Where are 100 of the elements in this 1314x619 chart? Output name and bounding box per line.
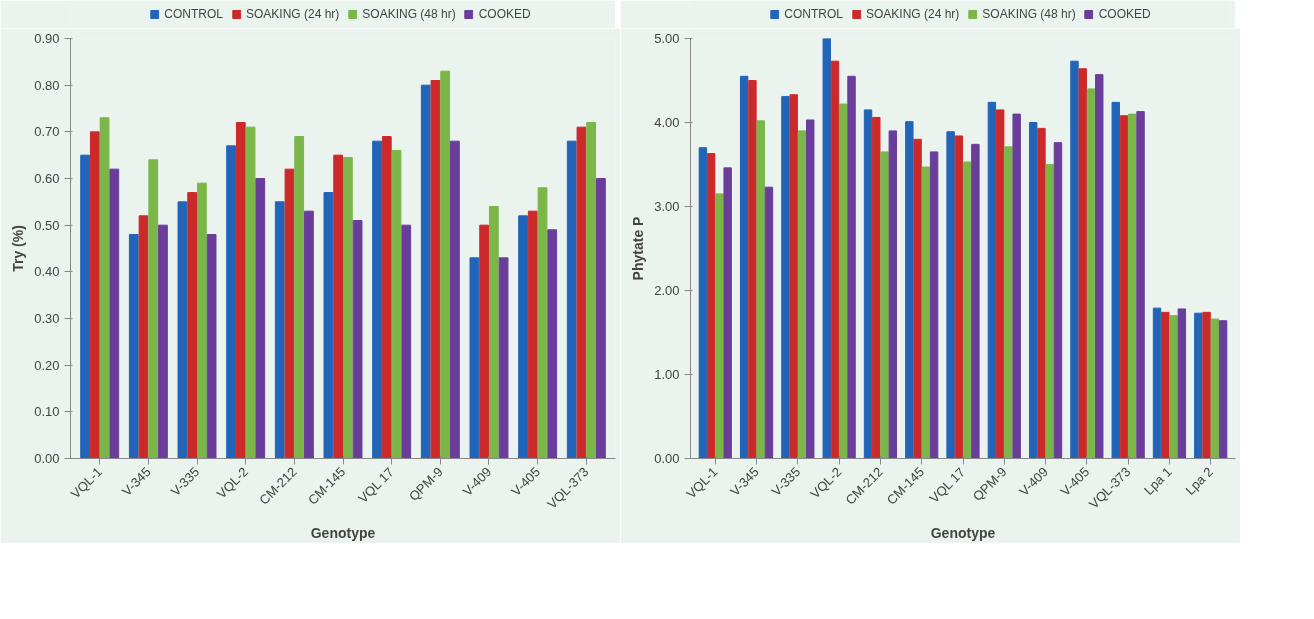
bar [723,167,732,459]
bar [781,95,790,459]
bar [706,153,716,459]
bar [197,182,207,459]
bar [1210,318,1220,459]
bar [1161,311,1170,459]
bar [304,210,314,459]
bar [488,206,499,459]
bar [1136,111,1145,459]
bar [1037,127,1046,459]
y-tick-label: 0.80 [34,77,60,93]
bar [187,192,198,459]
bar [391,150,402,459]
bar [748,80,757,459]
y-axis-title: Try (%) [10,225,27,272]
bar [1070,60,1079,459]
bar [1177,308,1187,459]
bar [430,80,441,459]
x-tick-label: VQL 17 [355,464,397,506]
bar [479,224,489,459]
bar [352,220,363,459]
bar [839,103,848,459]
bar [847,75,856,459]
y-axis-title: Phytate P [630,216,647,281]
bar [294,136,305,459]
x-tick-label: VQL 17 [926,464,968,506]
bar [1086,88,1096,459]
bar [148,159,159,459]
bar [764,186,774,459]
bar [547,229,558,459]
bar [226,145,236,459]
bar [880,151,889,459]
bar [863,109,873,459]
bar [1202,311,1211,459]
legend-label: SOAKING (24 hr) [865,7,960,21]
bar [962,161,972,459]
bar [872,116,881,459]
bar [177,201,188,459]
bar [987,101,997,459]
bar [954,135,964,459]
bar [1119,115,1129,459]
bar [274,201,285,459]
bar [806,119,815,459]
bar [245,126,256,459]
bar [698,147,708,459]
bar [255,178,266,459]
bar [921,166,931,459]
bar [971,143,980,459]
bar [450,140,460,459]
y-tick-label: 2.00 [654,283,680,298]
bar [830,60,840,459]
bar [440,70,451,459]
legend-label: COOKED [478,7,531,21]
y-tick-label: 0.00 [34,451,60,466]
bar [1218,320,1228,459]
bar [566,140,577,459]
bar [913,138,922,459]
bar [80,154,90,459]
bar [469,257,480,459]
y-tick-label: 5.00 [654,31,680,46]
bar [1111,101,1120,459]
bar [1169,315,1178,459]
bar [1053,142,1063,459]
bar [946,131,955,459]
bar [1012,113,1021,459]
bar [789,94,798,459]
bar [929,151,939,459]
bar [372,140,382,459]
bar [342,157,353,459]
bar [1078,68,1087,459]
y-tick-label: 0.20 [34,357,60,373]
legend-label: CONTROL [784,7,843,21]
x-tick-label: Lpa 2 [1182,464,1217,498]
bar [1045,164,1054,459]
bar [797,130,807,459]
bar [1128,113,1137,459]
bar [1028,122,1038,459]
y-tick-label: 0.10 [34,404,60,420]
bar [715,193,724,459]
bar [381,136,392,459]
bar [596,178,606,459]
legend-label: SOAKING (24 hr) [245,7,340,21]
bar [128,234,139,459]
bar [537,187,548,459]
bar [888,130,898,459]
bar [1194,312,1203,459]
legend-label: CONTROL [164,7,223,21]
bar [109,168,120,459]
x-tick-label: Lpa 1 [1141,464,1175,498]
bar [739,75,749,459]
y-tick-label: 0.70 [34,124,60,140]
bar [995,109,1005,459]
bar [1004,146,1013,459]
y-tick-label: 0.30 [34,311,60,326]
bar [527,210,538,459]
bar [284,168,295,459]
y-tick-label: 0.50 [34,217,60,233]
bar [822,38,831,459]
legend-label: SOAKING (48 hr) [362,7,456,21]
y-tick-label: 0.00 [654,451,680,466]
